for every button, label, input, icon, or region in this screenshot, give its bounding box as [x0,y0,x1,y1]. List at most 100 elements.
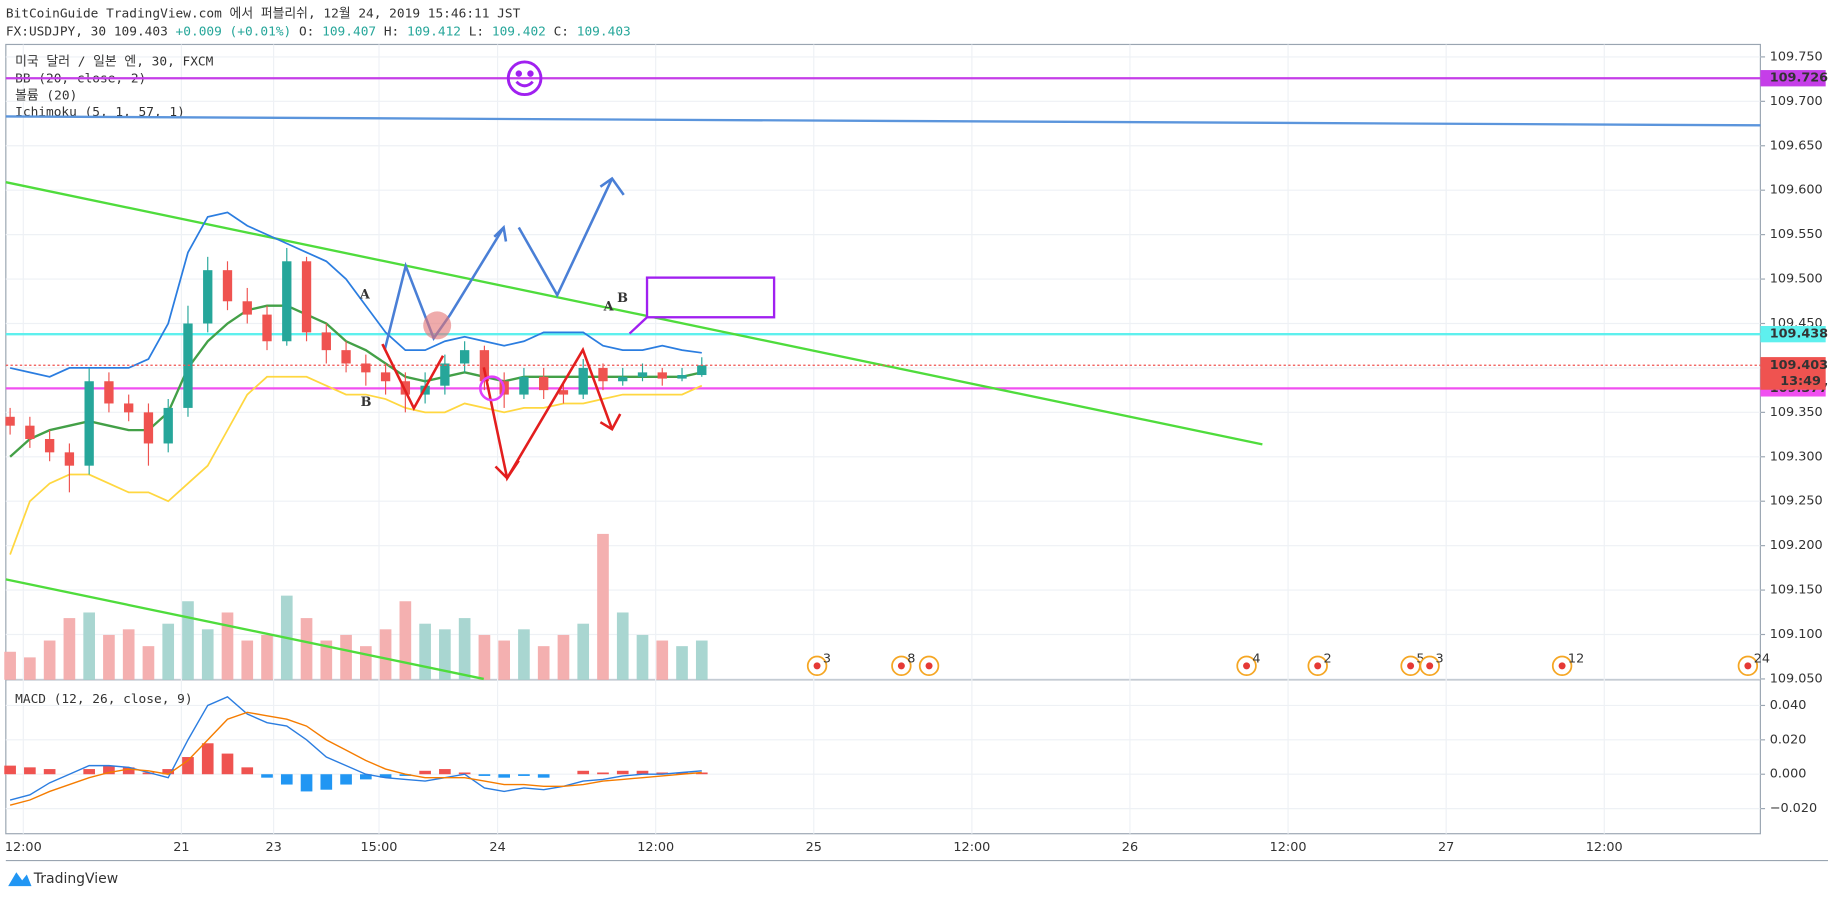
macd-histogram-bar [478,774,491,776]
candle-body [400,381,411,395]
y-tick-label: 109.100 [1770,627,1823,642]
macd-histogram-bar [4,765,16,775]
annotation: B [617,291,628,306]
candle-body [242,301,252,315]
brand-logo [8,872,32,887]
macd-histogram-bar [360,774,372,780]
candle-body [380,372,391,382]
x-tick-label: 12:00 [5,840,42,855]
event-count: 3 [823,651,831,666]
annotation: A [603,299,615,314]
volume-bar [577,623,590,680]
event-count: 5 [1416,651,1424,666]
volume-bar [103,634,115,680]
quote-label: C: [554,24,577,39]
volume-bar [4,651,16,680]
indicator-line [9,211,702,378]
macd-histogram-bar [676,772,688,775]
event-dot [813,662,821,670]
volume-bar [379,629,392,680]
candle-body [44,439,55,453]
volume-bar [399,601,412,680]
y-tick-label: 109.350 [1770,405,1823,420]
candle-body [163,407,173,444]
volume-bar [616,612,629,680]
volume-bar [221,612,234,680]
quote-label: H: [384,24,407,39]
event-dot [1744,662,1752,670]
volume-bar [557,634,570,680]
macd-histogram-bar [439,769,451,775]
volume-bar [201,629,214,680]
macd-histogram-bar [518,774,530,776]
trendline [5,578,484,681]
macd-histogram-bar [320,774,333,790]
volume-bar [241,640,254,680]
volume-bar [340,634,352,680]
macd-line [9,711,702,806]
callout-pointer [628,316,648,335]
event-dot [1314,662,1322,670]
macd-histogram-bar [577,770,590,775]
candle-body [618,376,628,382]
candle-body [301,261,312,333]
event-count: 8 [907,651,915,666]
macd-histogram-bar [261,774,273,778]
x-tick-label: 12:00 [637,840,674,855]
volume-bar [656,640,669,680]
last-price-bg [1760,357,1826,390]
quote-line: FX:USDJPY, 30 109.403 +0.009 (+0.01%) O:… [6,24,631,39]
event-count: 2 [1324,651,1332,666]
macd-histogram-bar [142,772,155,775]
x-tick-label: 23 [265,840,281,855]
volume-bar [162,623,175,680]
candle-body [519,376,529,395]
volume-bar [182,601,194,680]
candle-body [222,270,233,302]
macd-histogram-bar [458,772,471,775]
macd-histogram-bar [300,774,313,792]
candle-body [558,390,569,395]
countdown: 13:49 [1780,374,1821,389]
quote-label: O: [299,24,322,39]
macd-histogram-bar [636,770,649,775]
volume-bar [636,634,649,680]
macd-histogram-bar [103,765,115,775]
x-tick-label: 27 [1438,840,1454,855]
y-tick-label: 0.000 [1770,767,1807,782]
volume-bar [458,618,471,680]
volume-bar [498,640,510,680]
volume-bar [63,618,76,680]
candle-body [677,375,687,379]
y-tick-label: 109.700 [1770,94,1823,109]
volume-bar [261,634,273,680]
event-dot [925,662,933,670]
y-tick-label: 0.020 [1770,732,1807,747]
event-dot [1426,662,1434,670]
candle-body [657,372,667,379]
change: +0.009 (+0.01%) [176,24,299,39]
volume-bar [24,657,36,680]
event-dot [1558,662,1566,670]
volume-bar [419,623,431,680]
candle-body [459,350,470,364]
volume-bar [83,612,95,680]
annotation: A [359,288,371,303]
drawn-arrows [381,176,625,482]
event-count: 24 [1754,651,1770,666]
trendline [5,115,1761,127]
volume-bar [478,634,491,680]
volume-bar [439,629,451,680]
candle-body [697,365,707,376]
y-tick-label: 109.200 [1770,538,1823,553]
macd-histogram-bar [597,772,609,775]
y-tick-label: 109.600 [1770,183,1823,198]
candle-body [341,350,351,364]
quote-value: 109.403 [577,24,631,39]
study-label: 미국 달러 / 일본 엔, 30, FXCM [15,54,214,69]
macd-histogram-bar [221,753,234,775]
y-tick-label: 109.550 [1770,227,1823,242]
x-tick-label: 25 [806,840,822,855]
macd-histogram-bar [162,769,175,775]
